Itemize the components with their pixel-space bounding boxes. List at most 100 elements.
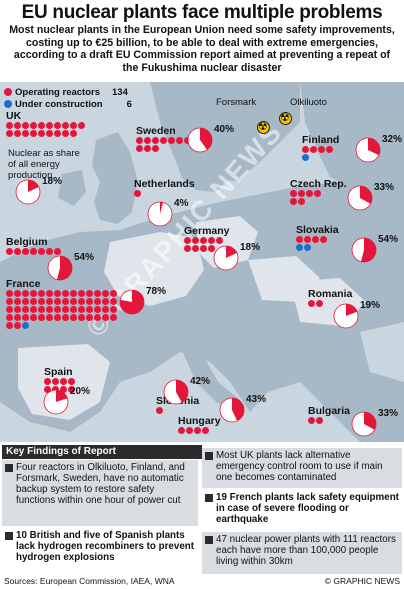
- country-name: Belgium: [6, 236, 48, 248]
- sources: Sources: European Commission, IAEA, WNA: [4, 576, 175, 586]
- nuclear-share-pie: [119, 289, 145, 315]
- findings-heading: Key Findings of Report: [2, 445, 202, 459]
- operating-reactor-dot: [62, 290, 69, 297]
- operating-reactor-dot: [46, 298, 53, 305]
- share-percent-label: 32%: [382, 134, 403, 145]
- operating-reactor-dot: [30, 130, 37, 137]
- country-name: Sweden: [136, 125, 176, 137]
- bullet-square-icon: [5, 532, 13, 540]
- operating-reactor-dot: [22, 130, 29, 137]
- operating-reactor-dot: [22, 314, 29, 321]
- nuclear-share-pie: [355, 137, 381, 163]
- operating-reactor-dot: [22, 306, 29, 313]
- bullet-square-icon: [205, 452, 213, 460]
- legend: Operating reactors 134 Under constructio…: [4, 86, 132, 110]
- operating-reactor-dot: [152, 137, 159, 144]
- operating-reactor-dot: [202, 427, 209, 434]
- country-sweden: Sweden: [136, 125, 192, 152]
- operating-reactor-dot: [318, 146, 325, 153]
- operating-reactor-dot: [316, 300, 323, 307]
- operating-reactor-dot: [312, 236, 319, 243]
- operating-reactor-dot: [46, 306, 53, 313]
- reactor-dots: [184, 237, 224, 252]
- operating-reactor-dot: [14, 322, 21, 329]
- operating-reactor-dot: [192, 245, 199, 252]
- operating-reactor-dot: [102, 314, 109, 321]
- operating-reactor-dot: [296, 236, 303, 243]
- operating-reactor-dot: [298, 190, 305, 197]
- operating-reactor-dot: [320, 236, 327, 243]
- reactor-dots: [178, 427, 210, 434]
- operating-reactor-dot: [6, 314, 13, 321]
- operating-reactor-dot: [60, 386, 67, 393]
- operating-reactor-dot: [308, 417, 315, 424]
- construction-reactor-dot: [296, 244, 303, 251]
- share-percent-label: 40%: [214, 124, 235, 135]
- nuclear-share-pie: [163, 379, 189, 405]
- operating-reactor-dot: [152, 145, 159, 152]
- operating-reactor-dot: [54, 306, 61, 313]
- operating-reactor-dot: [192, 237, 199, 244]
- operating-reactor-dot: [70, 290, 77, 297]
- operating-reactor-dot: [14, 290, 21, 297]
- operating-reactor-dot: [30, 290, 37, 297]
- country-name: Spain: [44, 366, 73, 378]
- share-percent-label: 33%: [374, 182, 395, 193]
- operating-reactor-dot: [208, 245, 215, 252]
- operating-reactor-dot: [308, 300, 315, 307]
- operating-reactor-dot: [30, 314, 37, 321]
- country-uk: UK: [6, 110, 86, 137]
- nuclear-share-pie: [351, 411, 377, 437]
- country-name: Czech Rep.: [290, 178, 347, 190]
- pie-slice: [120, 290, 144, 314]
- country-belgium: Belgium: [6, 236, 62, 255]
- subtitle: Most nuclear plants in the European Unio…: [9, 24, 395, 74]
- footer: Sources: European Commission, IAEA, WNA …: [0, 575, 404, 589]
- operating-reactor-dot: [6, 130, 13, 137]
- country-spain: Spain: [44, 366, 76, 393]
- operating-reactor-dot: [46, 122, 53, 129]
- share-percent-label: 18%: [42, 176, 63, 187]
- country-france: France: [6, 278, 118, 329]
- pie-slice: [361, 238, 376, 262]
- operating-reactor-dot: [316, 417, 323, 424]
- operating-reactor-dot: [14, 298, 21, 305]
- legend-operating-label: Operating reactors: [15, 86, 100, 98]
- operating-reactor-dot: [68, 386, 75, 393]
- country-finland: Finland: [302, 134, 339, 161]
- legend-construction-count: 6: [126, 98, 132, 110]
- pie-slice: [160, 202, 163, 214]
- operating-reactor-dot: [144, 145, 151, 152]
- operating-reactor-dot: [70, 130, 77, 137]
- finding-5: 47 nuclear power plants with 111 reactor…: [202, 532, 402, 574]
- operating-reactor-dot: [86, 306, 93, 313]
- operating-reactor-dot: [102, 290, 109, 297]
- operating-reactor-dot: [110, 298, 117, 305]
- operating-reactor-dot: [156, 407, 163, 414]
- operating-reactor-dot: [200, 245, 207, 252]
- operating-reactor-dot: [30, 306, 37, 313]
- pie-slice: [368, 138, 380, 156]
- uk-note: Nuclear as share of all energy productio…: [8, 148, 80, 181]
- operating-reactor-dot: [168, 137, 175, 144]
- construction-reactor-dot: [304, 244, 311, 251]
- operating-reactor-dot: [54, 290, 61, 297]
- nuclear-share-pie: [147, 201, 173, 227]
- operating-reactor-dot: [46, 290, 53, 297]
- operating-reactor-dot: [54, 248, 61, 255]
- operating-reactor-dot: [70, 306, 77, 313]
- operating-reactor-dot: [22, 298, 29, 305]
- operating-reactor-dot: [38, 122, 45, 129]
- operating-reactor-dot: [46, 130, 53, 137]
- operating-reactor-dot: [70, 122, 77, 129]
- reactor-dots: [296, 236, 328, 251]
- operating-reactor-dot: [290, 198, 297, 205]
- copyright: © GRAPHIC NEWS: [324, 576, 400, 586]
- nuclear-share-pie: [47, 255, 73, 281]
- operating-reactor-dot: [30, 298, 37, 305]
- pie-slice: [360, 186, 372, 204]
- legend-operating: Operating reactors 134: [4, 86, 132, 98]
- country-romania: Romania: [308, 288, 352, 307]
- pie-slice: [28, 180, 39, 192]
- operating-reactor-dot: [208, 237, 215, 244]
